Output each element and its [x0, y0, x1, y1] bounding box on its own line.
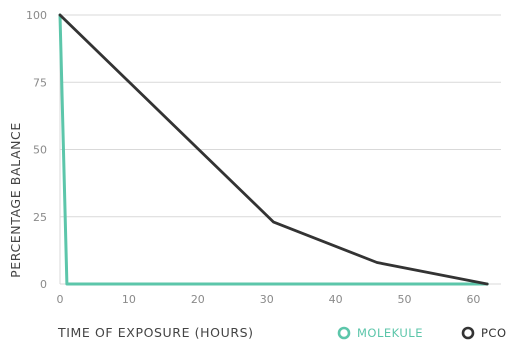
legend-marker-molekule	[337, 326, 351, 340]
legend-item-molekule: MOLEKULE	[337, 326, 423, 340]
x-tick-label: 60	[466, 293, 480, 306]
y-tick-label: 100	[26, 9, 47, 22]
x-tick-label: 20	[191, 293, 205, 306]
legend-item-pco: PCO	[461, 326, 507, 340]
legend-marker-pco	[461, 326, 475, 340]
x-tick-label: 30	[260, 293, 274, 306]
y-tick-label: 25	[33, 211, 47, 224]
x-tick-label: 10	[122, 293, 136, 306]
legend: MOLEKULE PCO	[337, 326, 507, 340]
x-tick-label: 0	[57, 293, 64, 306]
legend-label-pco: PCO	[481, 326, 507, 340]
y-axis-title: PERCENTAGE BALANCE	[8, 122, 23, 278]
y-tick-labels: 0 25 50 75 100	[26, 9, 47, 291]
y-tick-label: 50	[33, 144, 47, 157]
x-tick-labels: 0 10 20 30 40 50 60	[57, 293, 481, 306]
y-tick-label: 75	[33, 76, 47, 89]
x-axis-title: TIME OF EXPOSURE (HOURS)	[57, 325, 254, 340]
x-tick-label: 40	[329, 293, 343, 306]
series-layer	[58, 13, 489, 286]
gridlines	[59, 14, 501, 285]
legend-label-molekule: MOLEKULE	[357, 326, 423, 340]
y-tick-label: 0	[40, 278, 47, 291]
series-line-molekule	[58, 13, 489, 286]
x-tick-label: 50	[398, 293, 412, 306]
series-line-pco	[58, 13, 489, 286]
